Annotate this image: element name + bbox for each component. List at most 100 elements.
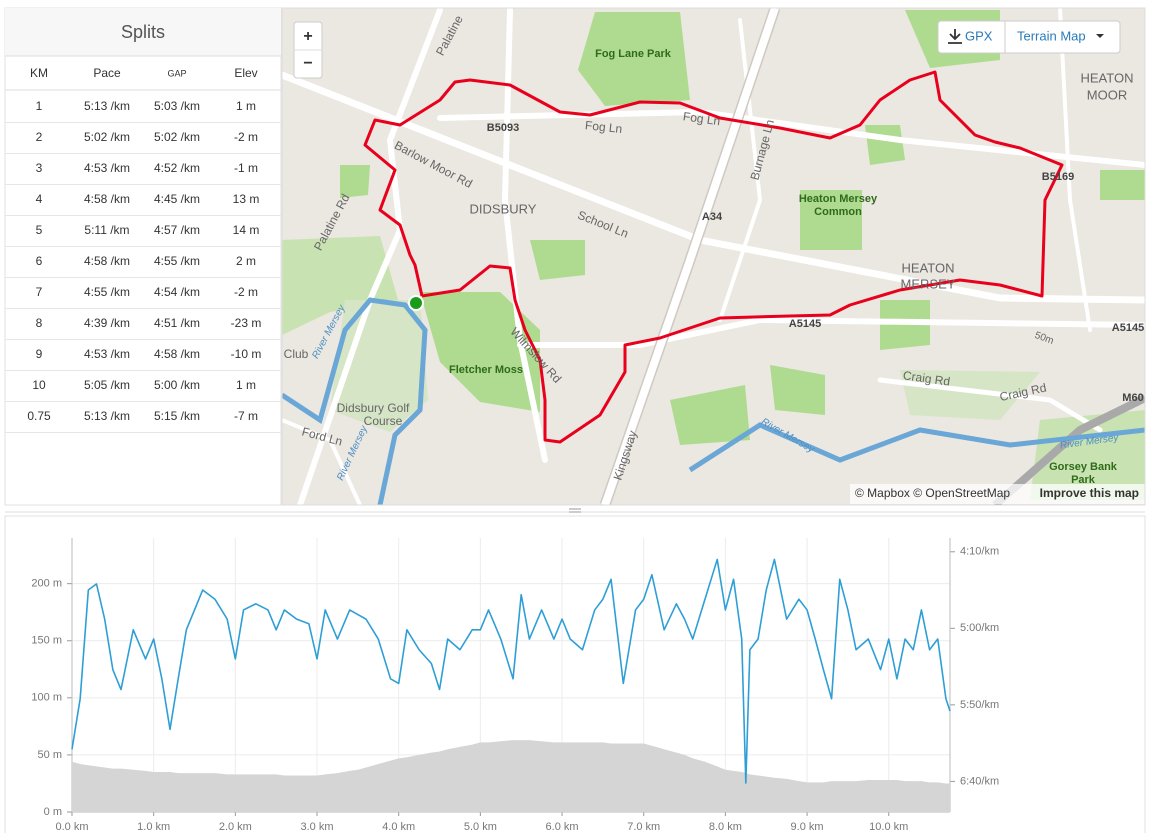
x-tick-label: 0.0 km (55, 821, 88, 833)
map-label: A34 (702, 211, 723, 223)
park (880, 300, 930, 350)
map-label: Didsbury Golf (337, 401, 410, 415)
gpx-button[interactable]: GPX (965, 28, 993, 43)
split-cell: 4:55 /km (84, 285, 130, 299)
improve-link[interactable]: Improve this map (1040, 486, 1139, 500)
split-cell: 7 (36, 285, 43, 299)
map-label: Fog Ln (682, 109, 721, 128)
river (282, 297, 428, 505)
split-cell: 5:02 /km (84, 130, 130, 144)
split-cell: 4:53 /km (84, 347, 130, 361)
split-cell: 1 m (236, 378, 256, 392)
x-tick-label: 5.0 km (464, 821, 497, 833)
map-label: Heaton Mersey (799, 193, 878, 205)
split-cell: 0.75 (27, 409, 51, 423)
map-label: A5145 (789, 318, 821, 330)
park (420, 292, 540, 412)
split-cell: 4:58 /km (84, 192, 130, 206)
split-cell: 2 (36, 130, 43, 144)
start-marker (408, 295, 424, 311)
map-label: MOOR (1087, 87, 1127, 102)
profile-chart: 0.0 km 1.0 km 2.0 km 3.0 km 4.0 km 5.0 km 6.0 … (31, 538, 999, 833)
split-cell: 6 (36, 254, 43, 268)
map[interactable]: Fog Lane Park HEATON MOOR B5093 Fog Ln F… (282, 8, 1145, 505)
pace-line (71, 558, 951, 784)
map-label: Craig Rd (902, 368, 951, 388)
column-header: Pace (93, 66, 121, 80)
x-tick-label: 8.0 km (709, 821, 742, 833)
roads (282, 8, 1145, 505)
split-cell: 5:00 /km (154, 378, 200, 392)
y-tick-label: 100 m (31, 692, 62, 704)
split-cell: 13 m (233, 192, 260, 206)
split-cell: 4:45 /km (154, 192, 200, 206)
x-tick-label: 3.0 km (301, 821, 334, 833)
map-label: M60 (1122, 392, 1143, 404)
split-cell: 9 (36, 347, 43, 361)
split-cell: 1 m (236, 99, 256, 113)
zoom-in-button[interactable]: + (303, 28, 312, 45)
splits-title: Splits (121, 22, 165, 42)
x-tick-label: 2.0 km (219, 821, 252, 833)
map-label: MERSEY (901, 276, 956, 291)
map-label: Gorsey Bank (1049, 461, 1118, 473)
split-cell: 4:55 /km (154, 254, 200, 268)
split-cell: 14 m (233, 223, 260, 237)
split-cell: 4:51 /km (154, 316, 200, 330)
park (900, 370, 1040, 420)
x-tick-label: 1.0 km (137, 821, 170, 833)
split-cell: 4 (36, 192, 43, 206)
golf-course (330, 300, 428, 432)
map-label: DIDSBURY (470, 201, 537, 216)
split-cell: 5:15 /km (154, 409, 200, 423)
map-label: Club (284, 347, 309, 361)
y2-tick-label: 6:40/km (960, 775, 999, 787)
split-cell: -1 m (234, 161, 258, 175)
map-label: Park (1071, 474, 1096, 486)
elevation-area (72, 740, 950, 812)
split-cell: -2 m (234, 130, 258, 144)
x-tick-label: 6.0 km (546, 821, 579, 833)
split-cell: 1 (36, 99, 43, 113)
split-cell: 2 m (236, 254, 256, 268)
river (688, 422, 1145, 473)
split-cell: 5:03 /km (154, 99, 200, 113)
zoom-out-button[interactable]: − (303, 55, 312, 72)
map-frame (281, 7, 1146, 506)
toolbar-box (937, 20, 1121, 54)
x-tick-label: 4.0 km (382, 821, 415, 833)
split-cell: 3 (36, 161, 43, 175)
column-header: KM (30, 66, 48, 80)
resize-handle[interactable] (569, 508, 581, 513)
split-cell: 4:53 /km (84, 161, 130, 175)
y-tick-label: 200 m (31, 578, 62, 590)
map-label: Fog Lane Park (595, 48, 672, 60)
road (601, 8, 779, 505)
attribution-bg (850, 484, 1145, 504)
y-tick-label: 150 m (31, 635, 62, 647)
panel-header (5, 8, 281, 56)
y-tick-label: 0 m (44, 806, 62, 818)
map-label: Common (814, 206, 862, 218)
park (800, 190, 862, 250)
map-label: HEATON (902, 260, 955, 275)
split-cell: 5 (36, 223, 43, 237)
split-cell: 4:58 /km (84, 254, 130, 268)
x-tick-label: 10.0 km (869, 821, 908, 833)
y2-tick-label: 5:50/km (960, 699, 999, 711)
map-type-button[interactable]: Terrain Map (1017, 28, 1086, 43)
y2-tick-label: 4:10/km (960, 546, 999, 558)
split-cell: 5:05 /km (84, 378, 130, 392)
split-cell: 4:54 /km (154, 285, 200, 299)
park (578, 12, 690, 106)
map-toolbar: GPX Terrain Map (937, 20, 1121, 54)
split-cell: -7 m (234, 409, 258, 423)
column-header: Elev (234, 66, 257, 80)
split-cell: -10 m (231, 347, 262, 361)
map-label: Course (364, 414, 403, 428)
y-tick-label: 50 m (38, 749, 62, 761)
split-cell: -23 m (231, 316, 262, 330)
park (1100, 170, 1145, 200)
